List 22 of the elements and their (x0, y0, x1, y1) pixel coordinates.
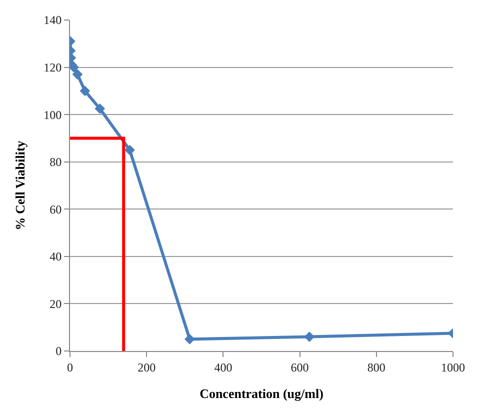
point (184, 334, 195, 344)
x-tick-label: 400 (214, 360, 232, 374)
y-tick-label: 0 (56, 344, 62, 358)
y-tick-label: 80 (50, 155, 62, 170)
y-tick-label: 40 (50, 250, 62, 264)
x-tick-label: 800 (367, 360, 386, 374)
point (72, 69, 83, 80)
y-tick-label: 120 (44, 60, 62, 74)
point (304, 332, 315, 342)
point (94, 103, 106, 114)
y-tick-label: 140 (44, 13, 62, 28)
x-axis-title: Concentration (ug/ml) (200, 386, 324, 401)
y-axis-title: % Cell Viability (12, 140, 28, 230)
y-tick-label: 20 (50, 296, 62, 311)
point (124, 144, 135, 156)
x-tick-label: 1000 (441, 360, 465, 374)
x-tick-label: 200 (138, 360, 156, 374)
y-tick-label: 60 (50, 202, 62, 216)
y-tick-label: 100 (44, 108, 62, 122)
x-tick-label: 0 (67, 360, 73, 374)
point (80, 86, 90, 96)
x-tick-label: 600 (290, 360, 309, 374)
